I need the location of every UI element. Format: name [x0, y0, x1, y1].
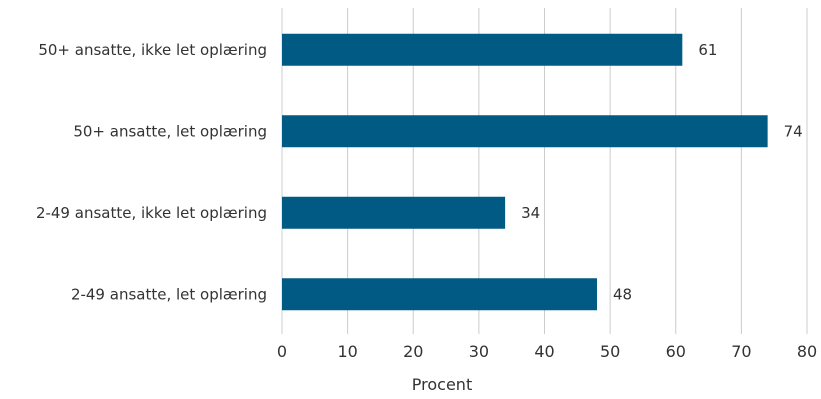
category-label: 2-49 ansatte, let oplæring — [71, 285, 267, 303]
value-label: 48 — [613, 285, 632, 303]
bar — [282, 33, 683, 66]
value-label: 34 — [521, 204, 540, 222]
bar — [282, 115, 768, 148]
x-tick-label: 60 — [666, 342, 686, 361]
x-tick-label: 40 — [534, 342, 554, 361]
category-label: 50+ ansatte, ikke let oplæring — [38, 41, 267, 59]
value-labels: 61 74 34 48 — [521, 41, 803, 304]
x-tick-label: 50 — [600, 342, 620, 361]
category-label: 2-49 ansatte, ikke let oplæring — [36, 204, 267, 222]
value-label: 74 — [784, 122, 803, 140]
x-tick-label: 10 — [337, 342, 357, 361]
x-axis-tick-labels: 0 10 20 30 40 50 60 70 80 — [277, 342, 817, 361]
x-tick-label: 0 — [277, 342, 287, 361]
bars — [282, 33, 768, 311]
bar — [282, 196, 506, 229]
bar — [282, 278, 597, 311]
x-axis-title: Procent — [412, 375, 472, 394]
category-labels: 50+ ansatte, ikke let oplæring 50+ ansatt… — [36, 41, 267, 304]
x-tick-label: 70 — [731, 342, 751, 361]
category-label: 50+ ansatte, let oplæring — [73, 122, 267, 140]
value-label: 61 — [698, 41, 717, 59]
x-tick-label: 80 — [797, 342, 817, 361]
x-tick-label: 20 — [403, 342, 423, 361]
x-tick-label: 30 — [469, 342, 489, 361]
